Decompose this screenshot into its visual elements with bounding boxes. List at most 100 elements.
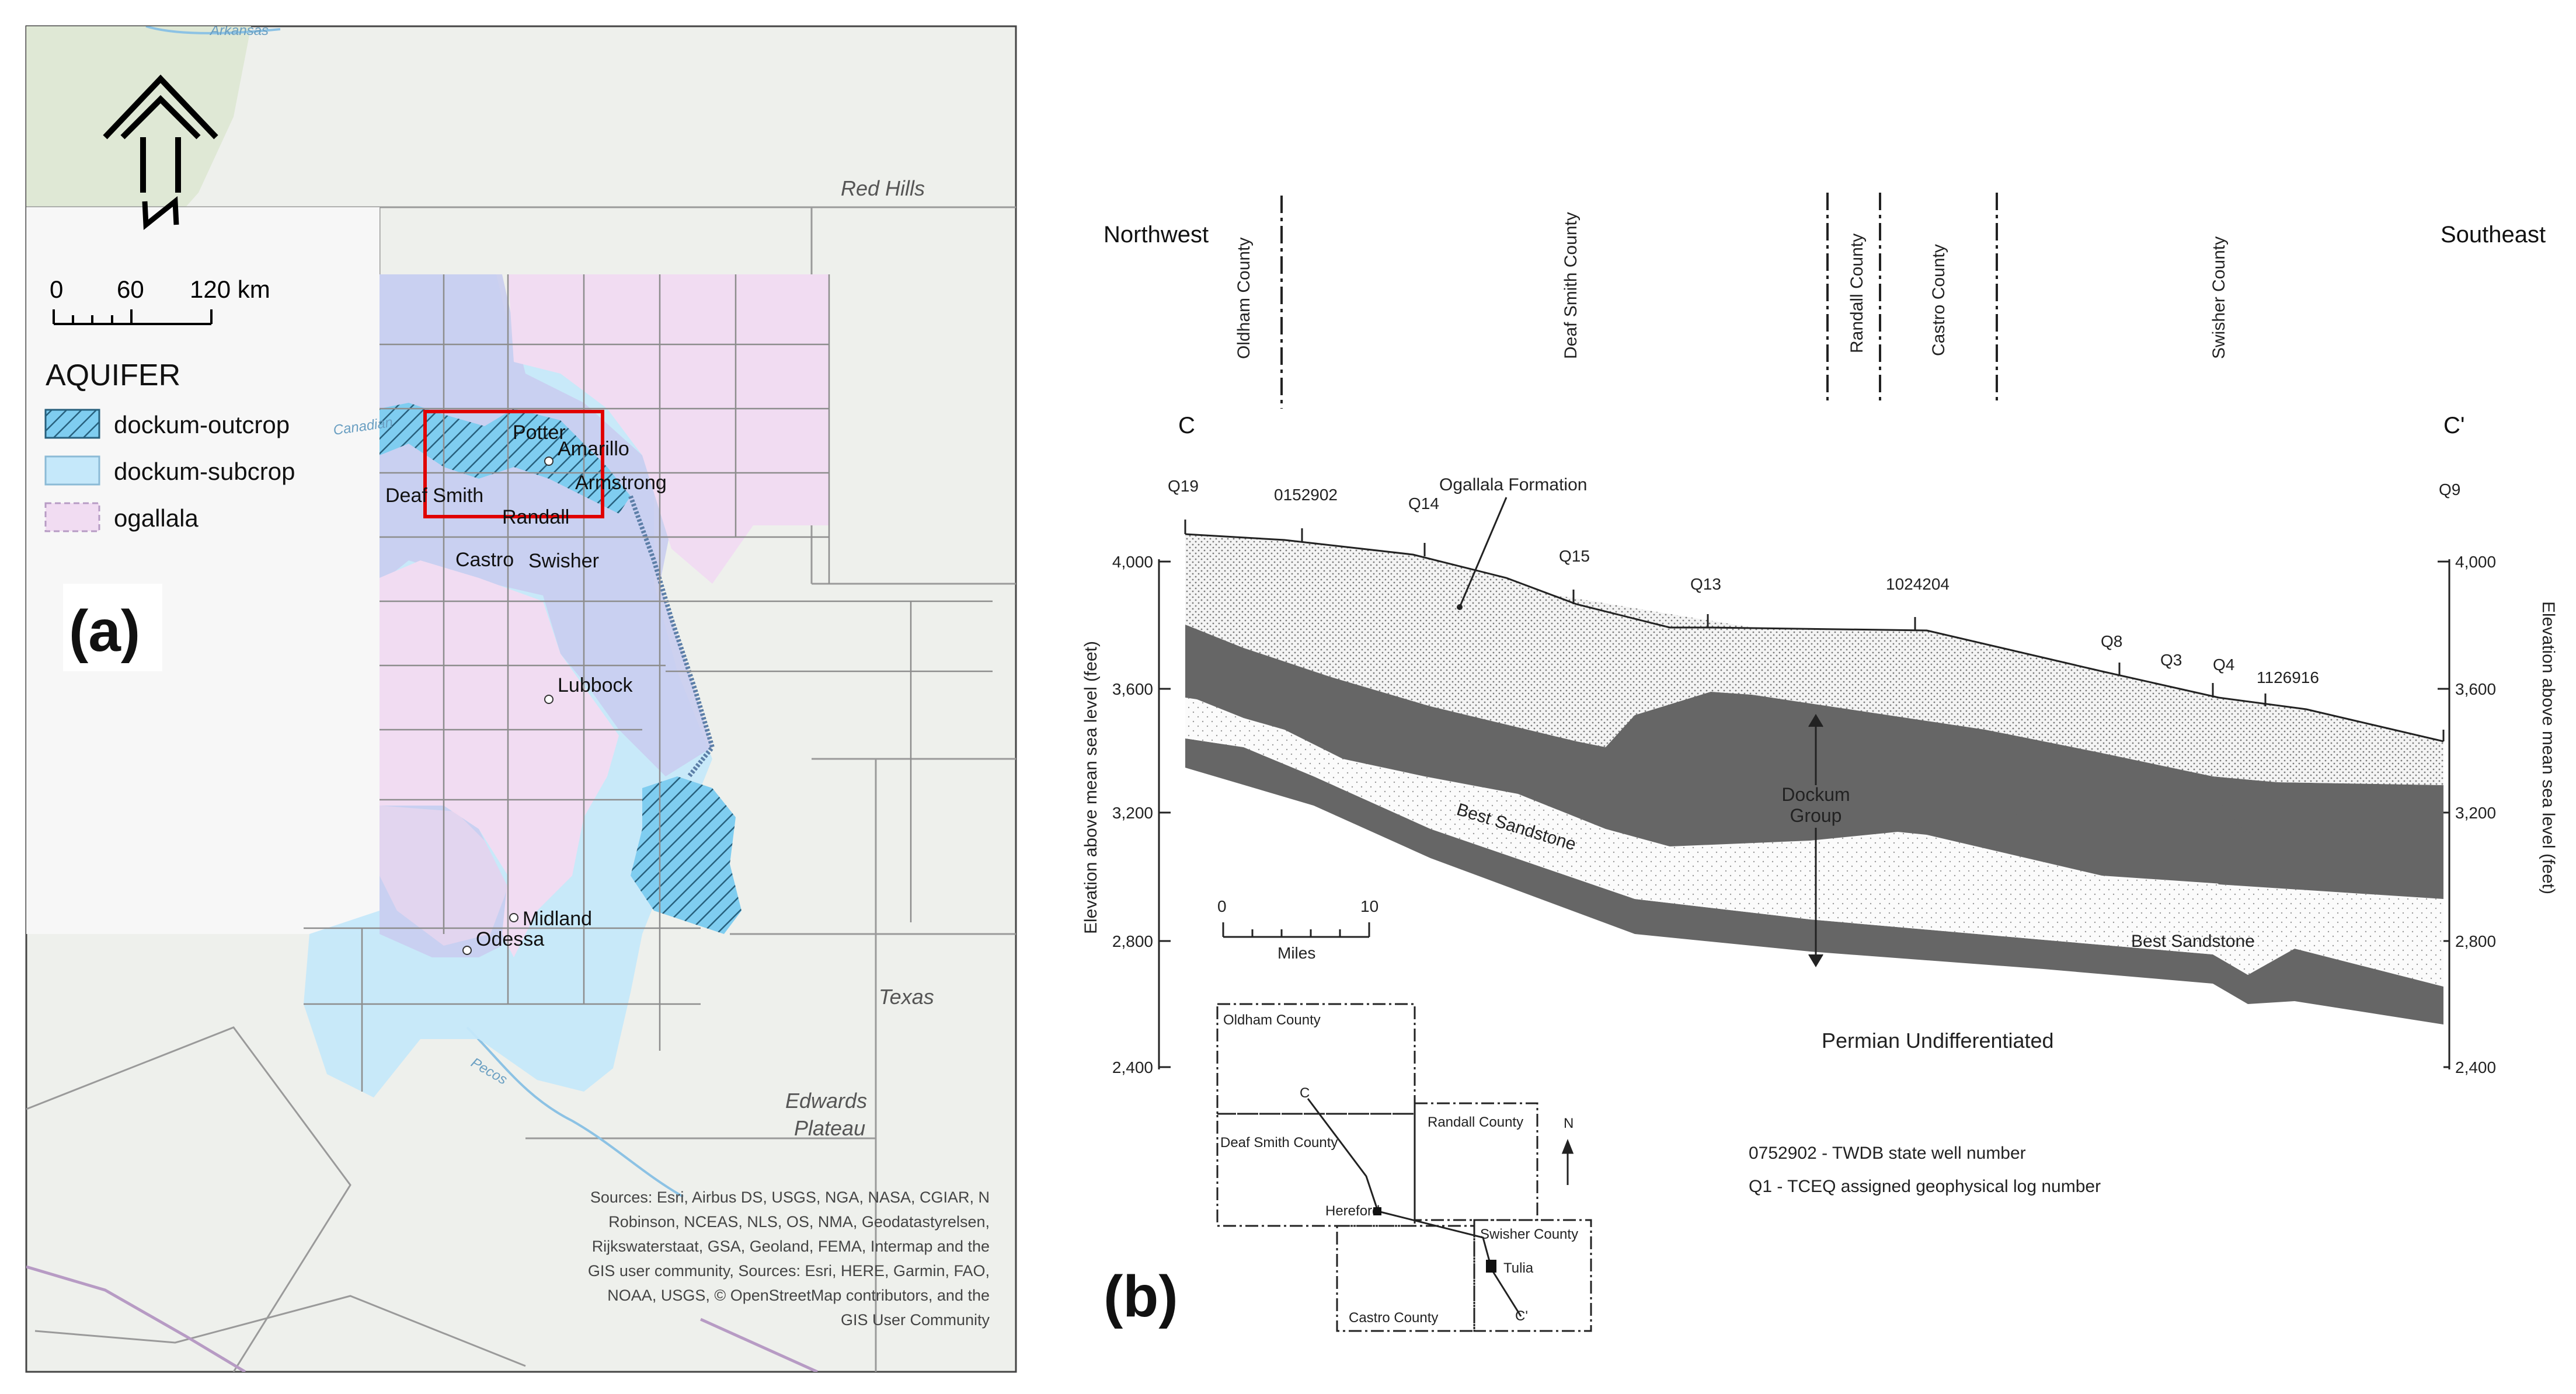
inset-label-tulia: Tulia [1503,1260,1534,1276]
north-arrow-icon [1561,1138,1574,1185]
well-label: Q14 [1408,494,1439,513]
legend: AQUIFER dockum-outcrop dockum-subcrop og… [44,358,295,532]
well-label: Q4 [2213,656,2234,674]
y-tick-label: 3,600 [2455,680,2496,698]
direction-southeast: Southeast [2441,222,2546,248]
legend-swatch-outcrop [44,409,100,439]
inset-label-deaf-smith: Deaf Smith County [1220,1135,1338,1151]
legend-label: dockum-outcrop [114,411,290,438]
inset-label-oldham: Oldham County [1223,1012,1321,1028]
dockum-outcrop-area [631,776,742,934]
svg-text:60: 60 [117,276,144,303]
county-label-randall: Randall County [1847,234,1867,353]
city-marker-odessa [462,946,472,955]
label-amarillo: Amarillo [558,438,629,460]
well-label: Q8 [2101,632,2122,650]
cross-section-panel: Northwest Southeast Oldham County Deaf S… [1051,0,2576,1391]
attribution-line: Sources: Esri, Airbus DS, USGS, NGA, NAS… [590,1189,990,1206]
label-armstrong: Armstrong [575,472,667,494]
unit-label-dockum: Group [1790,805,1842,826]
county-grid [304,274,993,1092]
svg-text:10: 10 [1360,897,1378,915]
y-tick-label: 2,800 [1112,932,1153,950]
svg-text:0: 0 [1217,897,1227,915]
well-label: Q9 [2439,480,2460,499]
y-tick-label: 3,600 [1112,680,1153,698]
y-tick-label: 4,000 [2455,553,2496,571]
dockum-subcrop-overlap [380,274,712,776]
city-marker-amarillo [544,456,554,466]
label-plateau: Plateau [794,1116,865,1140]
inset-label-hereford: Hereford [1325,1203,1380,1219]
legend-backdrop [26,207,380,934]
city-marker-lubbock [544,695,554,704]
svg-text:120 km: 120 km [190,276,270,303]
ogallala-area [508,274,829,584]
svg-text:0: 0 [50,276,63,303]
direction-northwest: Northwest [1103,222,1209,248]
legend-swatch-subcrop [44,455,100,486]
inset-section-line [1307,1098,1522,1317]
county-label-swisher: Swisher County [2209,236,2229,359]
label-swisher: Swisher [528,550,599,572]
study-area-box [423,410,604,518]
y-tick-label: 4,000 [1112,553,1153,571]
note-twdb: 0752902 - TWDB state well number [1749,1144,2026,1163]
panel-label-a: (a) [69,598,140,664]
section-start-label: C [1178,413,1195,438]
label-randall: Randall [502,506,569,528]
unit-label-permian: Permian Undifferentiated [1822,1029,2054,1053]
north-arrow-icon [103,74,218,231]
inset-label-castro: Castro County [1349,1310,1438,1326]
unit-label-ogallala: Ogallala Formation [1439,475,1587,494]
svg-text:Miles: Miles [1277,944,1315,962]
label-castro: Castro [455,549,514,571]
legend-label: ogallala [114,504,199,532]
y-axis-label-left: Elevation above mean sea level (feet) [1081,641,1101,934]
y-tick-label: 2,400 [2455,1058,2496,1076]
unit-label-best-sandstone: Best Sandstone [2131,932,2255,951]
label-edwards: Edwards [785,1089,867,1113]
city-marker-midland [509,913,518,922]
label-arkansas-river: Arkansas [209,23,269,39]
label-midland: Midland [523,908,592,930]
y-axis-label-right: Elevation above mean sea level (feet) [2539,601,2558,894]
attribution-line: Robinson, NCEAS, NLS, OS, NMA, Geodatast… [608,1213,990,1231]
section-scale-bar: 0 10 Miles [1217,897,1378,962]
section-end-label: C' [2443,413,2465,438]
legend-title: AQUIFER [46,358,180,392]
state-border-purple [26,1265,819,1372]
unit-label-dockum: Dockum [1781,784,1850,805]
layer-dockum-upper-fill [1185,625,2443,846]
note-tceq: Q1 - TCEQ assigned geophysical log numbe… [1749,1177,2101,1196]
land-surface-line [1185,533,2444,743]
label-red-hills: Red Hills [841,176,925,200]
legend-swatch-ogallala [44,502,100,532]
attribution-line: GIS user community, Sources: Esri, HERE,… [588,1262,990,1280]
label-lubbock: Lubbock [558,674,633,696]
panel-label-b: (b) [1103,1264,1178,1329]
label-odessa: Odessa [476,928,544,950]
label-potter: Potter [513,421,566,444]
inset-map [1216,1003,1592,1332]
label-texas: Texas [879,985,934,1009]
legend-label: dockum-subcrop [114,458,295,485]
county-label-castro: Castro County [1929,244,1948,356]
inset-label-randall: Randall County [1428,1114,1523,1130]
well-label: Q15 [1559,547,1590,565]
y-tick-label: 2,400 [1112,1058,1153,1076]
dockum-outcrop-area [380,403,631,514]
layer-ogallala-body [1185,534,2443,785]
layer-dockum-lower [1185,738,2443,1024]
attribution-line: Rijkswaterstaat, GSA, Geoland, FEMA, Int… [592,1238,990,1255]
well-label: 1126916 [2257,668,2319,686]
attribution-line: GIS User Community [841,1311,990,1329]
well-label: Q3 [2160,651,2182,669]
label-deaf-smith: Deaf Smith [385,485,483,507]
county-label-deaf-smith: Deaf Smith County [1561,212,1581,359]
attribution-line: NOAA, USGS, © OpenStreetMap contributors… [607,1287,990,1304]
inset-label-swisher: Swisher County [1480,1226,1578,1242]
ogallala-area [380,560,619,957]
well-label: Q19 [1168,477,1199,495]
y-tick-label: 3,200 [2455,804,2496,822]
